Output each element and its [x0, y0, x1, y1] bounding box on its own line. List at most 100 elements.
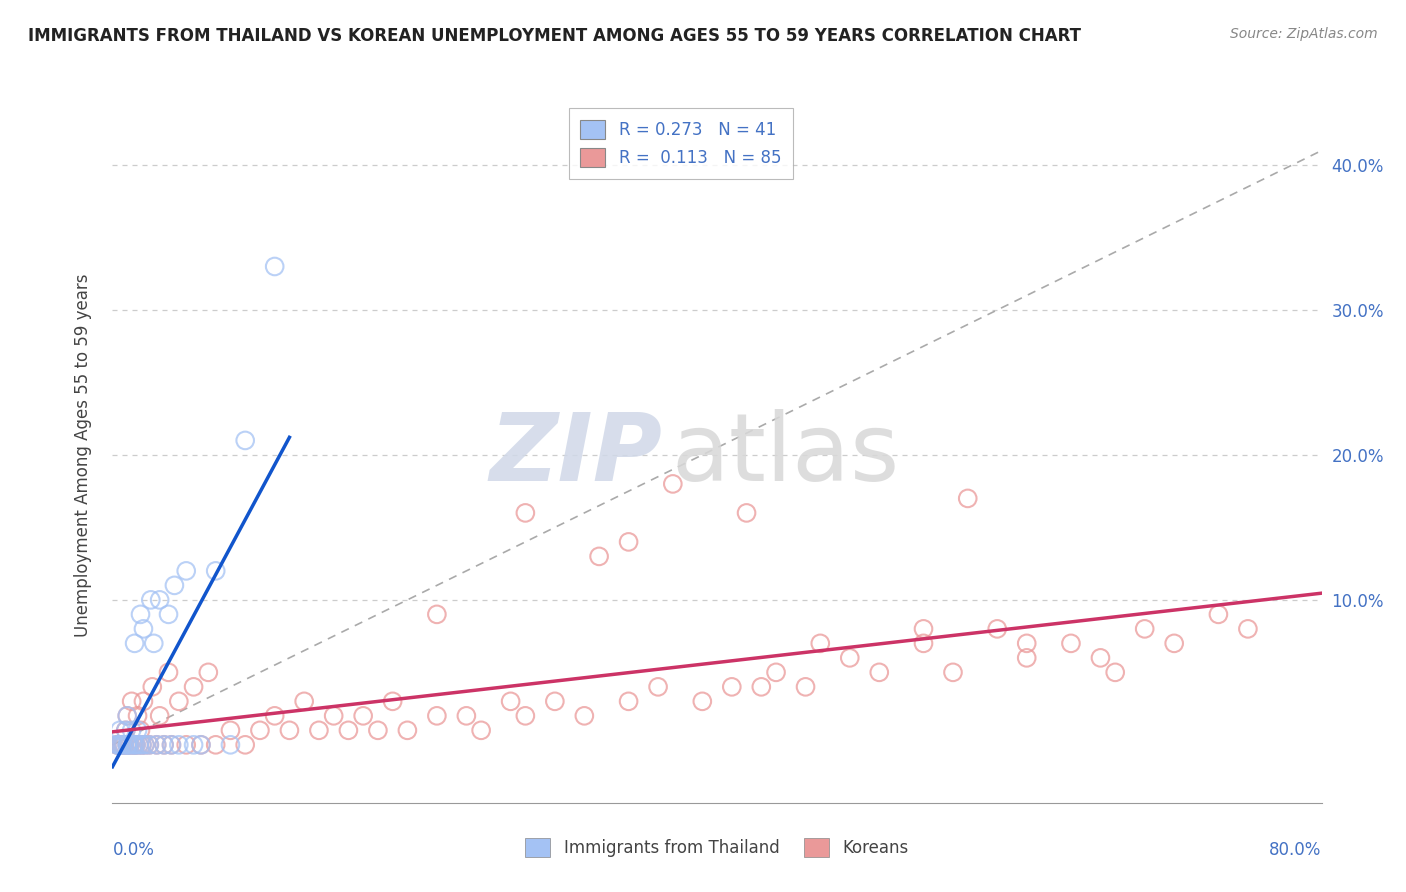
Point: [219, 723, 242, 738]
Y-axis label: Unemployment Among Ages 55 to 59 years: Unemployment Among Ages 55 to 59 years: [73, 273, 91, 637]
Point: [120, 738, 142, 752]
Point: [183, 680, 205, 694]
Point: [662, 476, 685, 491]
Point: [1208, 607, 1230, 622]
Point: [912, 636, 935, 650]
Point: [352, 708, 374, 723]
Point: [108, 738, 131, 752]
Point: [114, 723, 136, 738]
Point: [1015, 636, 1038, 650]
Point: [129, 723, 152, 738]
Point: [735, 506, 758, 520]
Point: [112, 738, 135, 752]
Point: [396, 723, 419, 738]
Point: [108, 738, 131, 752]
Point: [426, 607, 449, 622]
Point: [114, 723, 136, 738]
Point: [456, 708, 478, 723]
Point: [233, 434, 256, 448]
Point: [107, 738, 129, 752]
Point: [128, 738, 150, 752]
Point: [1104, 665, 1126, 680]
Point: [515, 708, 537, 723]
Point: [153, 738, 176, 752]
Point: [131, 738, 153, 752]
Point: [142, 636, 165, 650]
Point: [197, 665, 219, 680]
Point: [105, 738, 128, 752]
Point: [120, 738, 142, 752]
Point: [111, 738, 134, 752]
Point: [122, 738, 145, 752]
Point: [190, 738, 212, 752]
Point: [219, 738, 242, 752]
Point: [131, 738, 153, 752]
Point: [647, 680, 669, 694]
Point: [145, 738, 167, 752]
Point: [127, 708, 149, 723]
Point: [157, 607, 180, 622]
Point: [107, 738, 129, 752]
Point: [588, 549, 610, 564]
Point: [1133, 622, 1156, 636]
Point: [292, 694, 315, 708]
Point: [118, 738, 141, 752]
Point: [249, 723, 271, 738]
Point: [167, 738, 190, 752]
Point: [1237, 622, 1260, 636]
Point: [499, 694, 522, 708]
Point: [115, 708, 138, 723]
Point: [138, 738, 160, 752]
Point: [381, 694, 404, 708]
Point: [121, 694, 143, 708]
Point: [160, 738, 183, 752]
Point: [765, 665, 787, 680]
Point: [134, 738, 156, 752]
Point: [183, 738, 205, 752]
Point: [470, 723, 492, 738]
Point: [515, 506, 537, 520]
Point: [122, 738, 145, 752]
Point: [838, 651, 860, 665]
Point: [308, 723, 330, 738]
Point: [163, 578, 186, 592]
Point: [574, 708, 596, 723]
Point: [105, 738, 128, 752]
Point: [125, 738, 148, 752]
Point: [174, 738, 197, 752]
Text: Source: ZipAtlas.com: Source: ZipAtlas.com: [1230, 27, 1378, 41]
Point: [124, 738, 146, 752]
Text: ZIP: ZIP: [489, 409, 662, 501]
Text: 80.0%: 80.0%: [1270, 841, 1322, 859]
Point: [794, 680, 817, 694]
Point: [808, 636, 831, 650]
Point: [544, 694, 567, 708]
Point: [749, 680, 772, 694]
Point: [692, 694, 714, 708]
Point: [263, 708, 285, 723]
Point: [149, 708, 172, 723]
Point: [132, 622, 155, 636]
Point: [986, 622, 1008, 636]
Point: [720, 680, 742, 694]
Point: [121, 723, 143, 738]
Point: [138, 738, 160, 752]
Point: [145, 738, 167, 752]
Point: [1015, 651, 1038, 665]
Point: [160, 738, 183, 752]
Point: [124, 738, 146, 752]
Point: [124, 636, 146, 650]
Point: [322, 708, 344, 723]
Point: [141, 680, 163, 694]
Text: 0.0%: 0.0%: [112, 841, 155, 859]
Point: [115, 708, 138, 723]
Point: [1060, 636, 1083, 650]
Point: [617, 534, 640, 549]
Point: [1163, 636, 1185, 650]
Point: [617, 694, 640, 708]
Point: [115, 738, 138, 752]
Point: [942, 665, 965, 680]
Legend: Immigrants from Thailand, Koreans: Immigrants from Thailand, Koreans: [519, 831, 915, 864]
Point: [956, 491, 979, 506]
Point: [204, 738, 226, 752]
